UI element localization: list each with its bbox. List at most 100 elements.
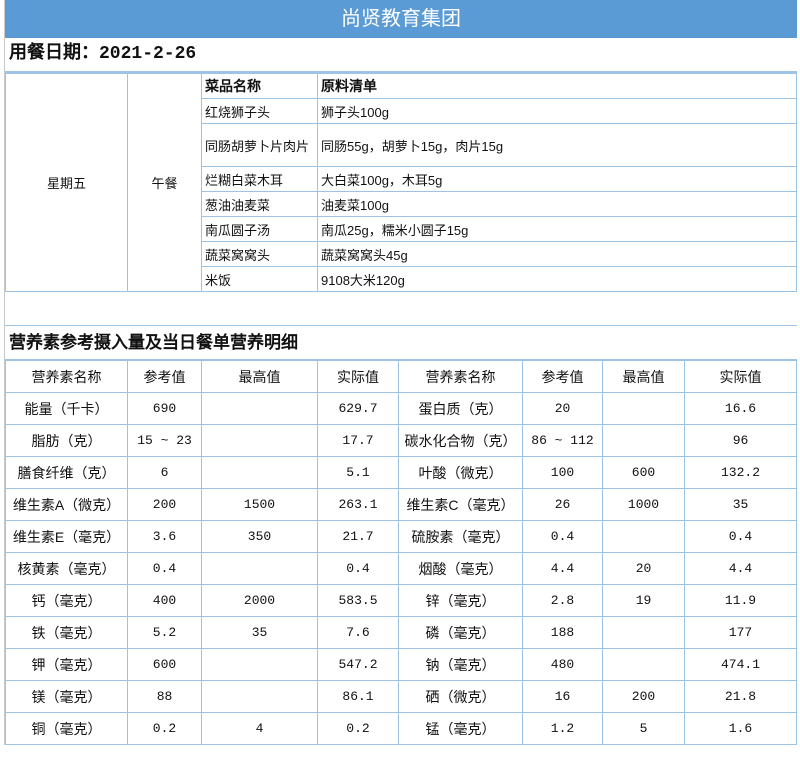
nutrient-value-cell[interactable] [602,648,685,681]
ingredients-cell[interactable]: 大白菜100g，木耳5g [317,166,797,192]
nutrient-value-cell[interactable]: 0.4 [127,552,202,585]
nutrient-value-cell[interactable]: 263.1 [317,488,399,521]
nutrient-value-cell[interactable]: 583.5 [317,584,399,617]
column-header-dish[interactable]: 菜品名称 [201,73,318,99]
nutrient-value-cell[interactable]: 5.2 [127,616,202,649]
nutrient-value-cell[interactable]: 16 [522,680,603,713]
dish-name-cell[interactable]: 南瓜圆子汤 [201,216,318,242]
nutrient-value-cell[interactable]: 21.8 [684,680,797,713]
nutrient-value-cell[interactable]: 20 [602,552,685,585]
nutrient-name-cell[interactable]: 铜（毫克） [5,712,128,745]
nutrient-name-cell[interactable]: 能量（千卡） [5,392,128,425]
nutrient-value-cell[interactable]: 11.9 [684,584,797,617]
nutrient-value-cell[interactable]: 547.2 [317,648,399,681]
nutrition-column-header[interactable]: 参考值 [127,360,202,393]
nutrient-value-cell[interactable]: 35 [684,488,797,521]
nutrient-name-cell[interactable]: 硫胺素（毫克） [398,520,523,553]
nutrient-value-cell[interactable]: 5 [602,712,685,745]
nutrient-value-cell[interactable]: 350 [201,520,318,553]
nutrient-value-cell[interactable]: 0.2 [317,712,399,745]
nutrient-value-cell[interactable] [201,424,318,457]
nutrition-column-header[interactable]: 实际值 [684,360,797,393]
column-header-ingredients[interactable]: 原料清单 [317,73,797,99]
nutrient-value-cell[interactable]: 100 [522,456,603,489]
nutrient-value-cell[interactable]: 1500 [201,488,318,521]
nutrient-name-cell[interactable]: 磷（毫克） [398,616,523,649]
nutrient-value-cell[interactable]: 200 [127,488,202,521]
nutrient-name-cell[interactable]: 钾（毫克） [5,648,128,681]
nutrient-value-cell[interactable] [201,552,318,585]
nutrient-value-cell[interactable] [602,424,685,457]
meal-cell[interactable]: 午餐 [127,73,202,292]
nutrient-value-cell[interactable]: 26 [522,488,603,521]
nutrient-value-cell[interactable]: 21.7 [317,520,399,553]
dish-name-cell[interactable]: 葱油油麦菜 [201,191,318,217]
nutrient-name-cell[interactable]: 钙（毫克） [5,584,128,617]
nutrient-value-cell[interactable]: 0.4 [522,520,603,553]
nutrient-name-cell[interactable]: 叶酸（微克） [398,456,523,489]
nutrient-value-cell[interactable] [201,392,318,425]
nutrient-value-cell[interactable]: 86 ~ 112 [522,424,603,457]
nutrient-value-cell[interactable]: 188 [522,616,603,649]
nutrient-name-cell[interactable]: 维生素E（毫克） [5,520,128,553]
nutrient-name-cell[interactable]: 核黄素（毫克） [5,552,128,585]
ingredients-cell[interactable]: 油麦菜100g [317,191,797,217]
nutrient-value-cell[interactable]: 1.6 [684,712,797,745]
nutrient-value-cell[interactable]: 132.2 [684,456,797,489]
dish-name-cell[interactable]: 红烧狮子头 [201,98,318,124]
dish-name-cell[interactable]: 米饭 [201,266,318,292]
nutrient-value-cell[interactable]: 0.2 [127,712,202,745]
ingredients-cell[interactable]: 南瓜25g，糯米小圆子15g [317,216,797,242]
dish-name-cell[interactable]: 蔬菜窝窝头 [201,241,318,267]
nutrient-value-cell[interactable]: 86.1 [317,680,399,713]
nutrient-value-cell[interactable] [602,616,685,649]
nutrition-column-header[interactable]: 最高值 [602,360,685,393]
nutrient-value-cell[interactable]: 177 [684,616,797,649]
nutrient-value-cell[interactable]: 15 ~ 23 [127,424,202,457]
nutrient-name-cell[interactable]: 铁（毫克） [5,616,128,649]
nutrient-name-cell[interactable]: 维生素C（毫克） [398,488,523,521]
nutrient-value-cell[interactable] [201,648,318,681]
nutrient-value-cell[interactable]: 6 [127,456,202,489]
nutrient-value-cell[interactable]: 600 [602,456,685,489]
nutrient-value-cell[interactable]: 2.8 [522,584,603,617]
ingredients-cell[interactable]: 蔬菜窝窝头45g [317,241,797,267]
nutrient-value-cell[interactable]: 480 [522,648,603,681]
dish-name-cell[interactable]: 烂糊白菜木耳 [201,166,318,192]
nutrient-value-cell[interactable]: 0.4 [317,552,399,585]
dish-name-cell[interactable]: 同肠胡萝卜片肉片 [201,123,318,167]
nutrient-name-cell[interactable]: 钠（毫克） [398,648,523,681]
nutrient-value-cell[interactable] [201,680,318,713]
nutrient-value-cell[interactable]: 3.6 [127,520,202,553]
nutrient-value-cell[interactable]: 0.4 [684,520,797,553]
nutrient-value-cell[interactable]: 88 [127,680,202,713]
nutrient-name-cell[interactable]: 维生素A（微克） [5,488,128,521]
nutrient-value-cell[interactable]: 600 [127,648,202,681]
nutrient-value-cell[interactable]: 690 [127,392,202,425]
weekday-cell[interactable]: 星期五 [5,73,128,292]
ingredients-cell[interactable]: 狮子头100g [317,98,797,124]
nutrient-name-cell[interactable]: 碳水化合物（克） [398,424,523,457]
nutrient-value-cell[interactable]: 1.2 [522,712,603,745]
nutrient-value-cell[interactable]: 1000 [602,488,685,521]
nutrition-column-header[interactable]: 参考值 [522,360,603,393]
nutrient-value-cell[interactable]: 4.4 [522,552,603,585]
ingredients-cell[interactable]: 9108大米120g [317,266,797,292]
nutrient-value-cell[interactable]: 96 [684,424,797,457]
nutrient-value-cell[interactable]: 7.6 [317,616,399,649]
nutrient-name-cell[interactable]: 镁（毫克） [5,680,128,713]
nutrient-name-cell[interactable]: 锌（毫克） [398,584,523,617]
nutrition-column-header[interactable]: 营养素名称 [398,360,523,393]
nutrient-name-cell[interactable]: 硒（微克） [398,680,523,713]
nutrient-value-cell[interactable]: 474.1 [684,648,797,681]
nutrient-value-cell[interactable]: 4.4 [684,552,797,585]
nutrient-value-cell[interactable]: 400 [127,584,202,617]
nutrient-value-cell[interactable]: 35 [201,616,318,649]
nutrient-value-cell[interactable]: 16.6 [684,392,797,425]
nutrient-name-cell[interactable]: 蛋白质（克） [398,392,523,425]
nutrient-value-cell[interactable] [602,520,685,553]
nutrient-value-cell[interactable]: 629.7 [317,392,399,425]
nutrient-name-cell[interactable]: 膳食纤维（克） [5,456,128,489]
nutrient-value-cell[interactable]: 4 [201,712,318,745]
nutrient-value-cell[interactable] [201,456,318,489]
